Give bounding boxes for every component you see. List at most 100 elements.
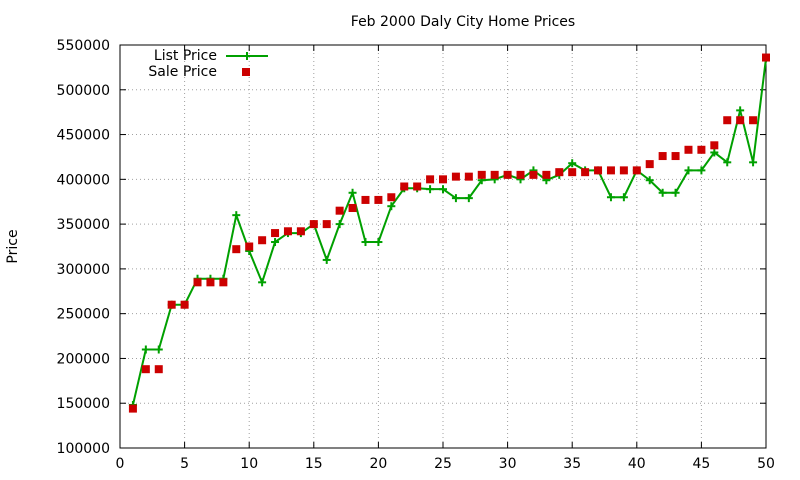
y-tick-label: 450000 (57, 128, 110, 144)
sale-price-point (697, 145, 706, 154)
sale-price-point (658, 152, 667, 161)
sale-price-point (555, 168, 564, 177)
sale-price-point (594, 166, 603, 175)
legend-label-sale-price: Sale Price (148, 64, 217, 80)
x-tick-label: 10 (240, 456, 258, 472)
y-tick-label: 400000 (57, 172, 110, 188)
sale-price-point (503, 170, 512, 179)
sale-price-point (232, 245, 241, 254)
list-price-point (271, 238, 280, 247)
list-price-point (141, 345, 150, 354)
sale-price-point (619, 166, 628, 175)
sale-price-point (645, 160, 654, 169)
sale-price-point (542, 170, 551, 179)
x-tick-label: 0 (116, 456, 125, 472)
list-price-point (671, 188, 680, 197)
x-tick-label: 15 (305, 456, 323, 472)
x-tick-label: 25 (434, 456, 452, 472)
sale-price-point (309, 220, 318, 229)
sale-price-point (374, 195, 383, 204)
list-price-point (568, 159, 577, 168)
y-tick-label: 250000 (57, 307, 110, 323)
sale-price-point (322, 220, 331, 229)
legend: List Price Sale Price (148, 48, 268, 80)
sale-price-point (736, 116, 745, 125)
sale-price-point (335, 206, 344, 215)
list-price-point (736, 106, 745, 115)
y-tick-label: 150000 (57, 396, 110, 412)
list-price-point (710, 148, 719, 157)
sale-price-point (283, 227, 292, 236)
list-price-point (658, 188, 667, 197)
sale-price-point (762, 53, 770, 62)
sale-price-point (167, 300, 176, 309)
sale-price-point (426, 175, 435, 184)
y-tick-labels: 100000 150000 200000 250000 300000 350000 4000… (57, 38, 110, 457)
list-price-point (258, 278, 267, 287)
x-tick-label: 20 (369, 456, 387, 472)
legend-plus (243, 52, 251, 60)
sale-price-point (271, 229, 280, 238)
list-price-point (619, 193, 628, 202)
list-price-point (361, 238, 370, 247)
x-tick-labels: 0 5 10 15 20 25 30 35 40 45 50 (116, 456, 775, 472)
list-price-point (684, 166, 693, 175)
sale-price-point (581, 168, 590, 177)
sale-price-point (516, 170, 525, 179)
legend-swatch-list-price (226, 52, 268, 60)
sale-price-point (154, 365, 163, 374)
sale-price-point (258, 236, 267, 245)
y-tick-label: 300000 (57, 262, 110, 278)
list-price-line (131, 58, 767, 406)
x-tick-label: 45 (692, 456, 710, 472)
sale-price-point (477, 170, 486, 179)
list-price-point (322, 255, 331, 264)
sale-price-point (206, 278, 215, 287)
y-tick-label: 550000 (57, 38, 110, 54)
list-price-point (348, 188, 357, 197)
sale-price-point (296, 227, 305, 236)
y-axis-label: Price (5, 229, 21, 263)
list-price-point (439, 185, 447, 194)
sale-price-point (439, 175, 447, 184)
x-tick-label: 5 (180, 456, 189, 472)
x-tick-label: 35 (563, 456, 581, 472)
x-tick-label: 50 (757, 456, 775, 472)
y-tick-label: 100000 (57, 441, 110, 457)
sale-price-point (400, 182, 409, 191)
sale-price-point (387, 193, 396, 202)
list-price-point (426, 185, 435, 194)
x-tick-label: 30 (499, 456, 517, 472)
sale-price-point (451, 172, 460, 181)
sale-price-point (413, 182, 422, 191)
y-tick-label: 500000 (57, 83, 110, 99)
list-price-point (723, 158, 732, 167)
legend-swatch-sale-price (242, 68, 250, 76)
sale-price-point (671, 152, 680, 161)
grid-lines (120, 45, 766, 448)
sale-price-point (361, 195, 370, 204)
sale-price-point (464, 172, 473, 181)
list-price-point (232, 211, 241, 220)
list-price-point (749, 158, 758, 167)
sale-price-point (710, 141, 719, 150)
list-price-point (645, 176, 654, 185)
list-price-point (451, 194, 460, 203)
sale-price-point (723, 116, 732, 125)
list-price-point (335, 220, 344, 229)
sale-price-point (684, 145, 693, 154)
sale-price-point (141, 365, 150, 374)
y-tick-label: 200000 (57, 351, 110, 367)
y-tick-label: 350000 (57, 217, 110, 233)
series-layer (128, 53, 770, 413)
sale-price-point (245, 242, 254, 251)
sale-price-point (219, 278, 228, 287)
sale-price-point (180, 300, 189, 309)
x-tick-label: 40 (628, 456, 646, 472)
sale-price-point (632, 166, 641, 175)
sale-price-point (193, 278, 202, 287)
sale-price-point (128, 404, 137, 413)
sale-price-point (749, 116, 758, 125)
list-price-point (606, 193, 615, 202)
